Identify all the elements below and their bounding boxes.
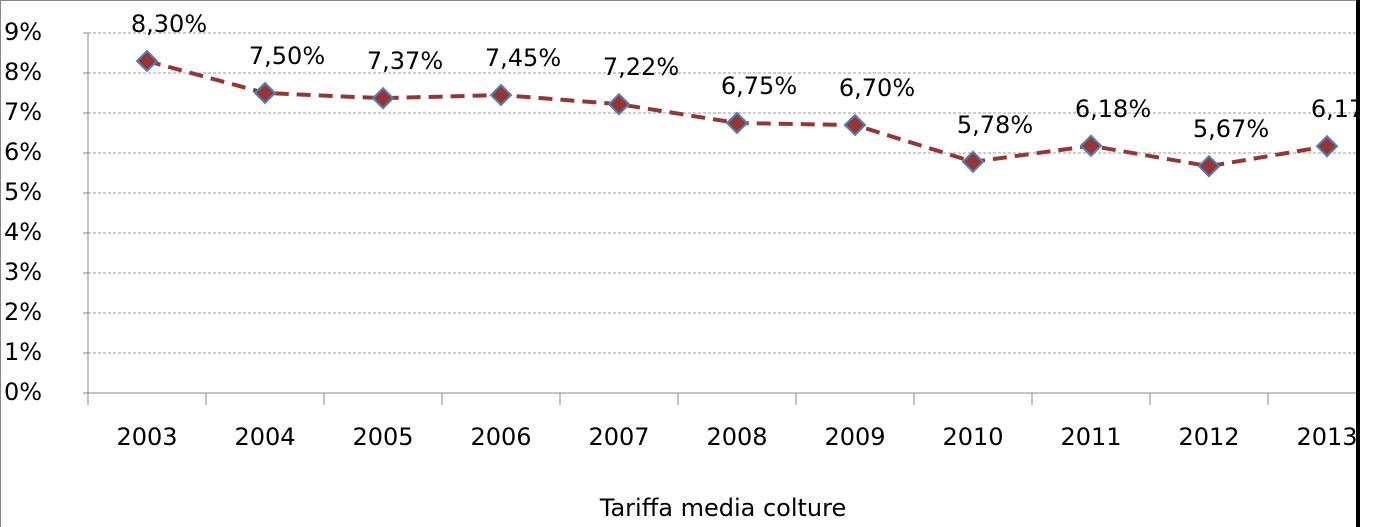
x-tick-label: 2011	[1060, 423, 1121, 451]
marker	[371, 86, 395, 110]
x-tick-label: 2006	[470, 423, 531, 451]
data-label: 7,37%	[367, 47, 443, 75]
y-tick-label: 4%	[4, 218, 42, 246]
data-label: 6,75%	[721, 72, 797, 100]
y-tick-label: 9%	[4, 18, 42, 46]
data-label: 7,22%	[603, 53, 679, 81]
marker	[961, 150, 985, 174]
y-tick-label: 3%	[4, 258, 42, 286]
x-tick-label: 2012	[1178, 423, 1239, 451]
plot: 0% 1% 2% 3% 4% 5% 6% 7% 8% 9% 2003 2004 2005 2006 2007…	[4, 10, 1376, 451]
x-axis-title: Tariffa media colture	[599, 494, 846, 522]
x-tick-label: 2005	[352, 423, 413, 451]
data-label: 6,18%	[1075, 95, 1151, 123]
x-tick-label: 2004	[234, 423, 295, 451]
y-tick-label: 8%	[4, 58, 42, 86]
marker	[489, 83, 513, 107]
marker	[135, 49, 159, 73]
data-label: 7,45%	[485, 44, 561, 72]
marker	[1079, 134, 1103, 158]
marker	[725, 111, 749, 135]
y-tick-label: 7%	[4, 98, 42, 126]
marker	[1197, 154, 1221, 178]
y-tick-label: 1%	[4, 338, 42, 366]
data-label: 5,78%	[957, 111, 1033, 139]
y-tick-label: 0%	[4, 378, 42, 406]
marker	[253, 81, 277, 105]
marker	[1315, 134, 1339, 158]
data-label: 7,50%	[249, 42, 325, 70]
x-tick-label: 2013	[1296, 423, 1357, 451]
x-tick-label: 2007	[588, 423, 649, 451]
data-label: 5,67%	[1193, 115, 1269, 143]
x-tick-label: 2003	[116, 423, 177, 451]
data-label: 8,30%	[131, 10, 207, 38]
x-tick-label: 2008	[706, 423, 767, 451]
data-label: 6,17%	[1311, 95, 1376, 123]
x-tick-label: 2010	[942, 423, 1003, 451]
marker	[607, 92, 631, 116]
y-tick-label: 2%	[4, 298, 42, 326]
data-label: 6,70%	[839, 74, 915, 102]
marker	[843, 113, 867, 137]
y-tick-label: 5%	[4, 178, 42, 206]
y-tick-label: 6%	[4, 138, 42, 166]
x-tick-label: 2009	[824, 423, 885, 451]
